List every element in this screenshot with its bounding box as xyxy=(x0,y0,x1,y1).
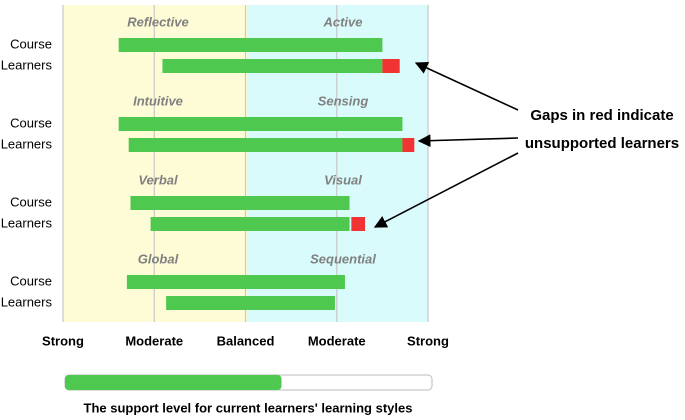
gap-bar xyxy=(402,138,415,152)
dimension-label: Intuitive xyxy=(133,93,183,108)
x-tick-label: Balanced xyxy=(217,333,275,348)
dimension-label: Active xyxy=(322,14,362,29)
progress-caption: The support level for current learners' … xyxy=(84,400,413,415)
dimension-label: Global xyxy=(138,251,179,266)
annotation: Gaps in red indicate xyxy=(530,107,673,124)
arrows xyxy=(373,62,519,228)
x-tick-label: Moderate xyxy=(125,333,183,348)
bar xyxy=(118,38,383,52)
gap-bar xyxy=(382,59,400,73)
row-label: Learners xyxy=(1,57,53,72)
annotation: unsupported learners xyxy=(525,135,679,152)
left-background xyxy=(63,5,247,322)
dimension-label: Verbal xyxy=(138,172,178,187)
row-label: Learners xyxy=(1,294,53,309)
x-tick-label: Strong xyxy=(42,333,84,348)
right-background xyxy=(247,5,428,322)
dimension-label: Reflective xyxy=(127,14,188,29)
row-label: Course xyxy=(10,115,52,130)
row-label: Course xyxy=(10,194,52,209)
bar xyxy=(166,296,335,310)
row-label: Course xyxy=(10,36,52,51)
row-label: Learners xyxy=(1,215,53,230)
bar xyxy=(126,275,345,289)
dimension-label: Visual xyxy=(324,172,362,187)
bar xyxy=(128,138,403,152)
bar xyxy=(130,196,350,210)
dimension-label: Sensing xyxy=(318,93,369,108)
dimension-label: Sequential xyxy=(310,251,376,266)
progress-fill xyxy=(65,375,282,390)
bar xyxy=(150,217,350,231)
x-tick-label: Moderate xyxy=(308,333,366,348)
bar xyxy=(118,117,403,131)
bar xyxy=(162,59,383,73)
row-label: Learners xyxy=(1,136,53,151)
x-tick-label: Strong xyxy=(407,333,449,348)
gap-bar xyxy=(351,217,366,231)
row-label: Course xyxy=(10,273,52,288)
